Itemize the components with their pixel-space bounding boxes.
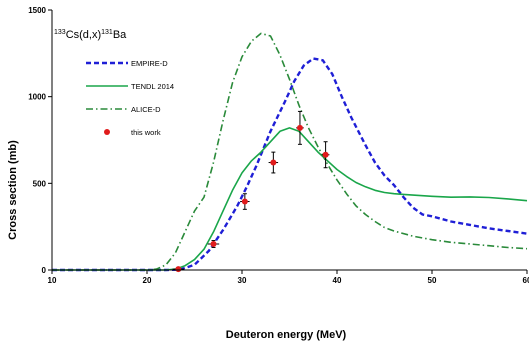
marker (241, 198, 248, 205)
data-point (207, 240, 220, 248)
y-tick-label: 1000 (28, 93, 46, 102)
data-point (296, 110, 304, 145)
plot-area (52, 32, 528, 273)
marker (175, 266, 182, 273)
y-tick-label: 0 (42, 266, 47, 275)
legend-item: this work (104, 128, 161, 137)
x-tick-label: 50 (428, 276, 437, 285)
x-tick-label: 30 (238, 276, 247, 285)
chart-title: 133Cs(d,x)131Ba (54, 29, 127, 41)
y-tick-label: 1500 (28, 6, 46, 15)
x-axis-title: Deuteron energy (MeV) (226, 329, 347, 341)
title-mass-a: 133 (54, 29, 66, 36)
x-tick-label: 10 (48, 276, 57, 285)
axes: 10 20 30 40 50 60 0 500 1000 1500 (28, 6, 529, 285)
title-mass-b: 131 (101, 29, 113, 36)
series-line-tendl-2014 (52, 127, 528, 271)
legend-label: this work (131, 128, 161, 137)
title-element-a: Cs(d,x) (66, 29, 101, 41)
data-point (321, 141, 330, 169)
title-element-b: Ba (113, 29, 127, 41)
y-axis-title: Cross section (mb) (7, 140, 19, 240)
legend: EMPIRE-D TENDL 2014 ALICE-D this work (86, 59, 174, 137)
legend-item: TENDL 2014 (86, 82, 174, 91)
series-line-empire-d (52, 57, 528, 272)
marker (296, 124, 303, 131)
legend-marker (104, 129, 110, 135)
data-point (268, 151, 279, 174)
marker (270, 159, 277, 166)
legend-label: ALICE-D (131, 105, 161, 114)
series-line-alice-d (52, 32, 528, 271)
legend-item: EMPIRE-D (86, 59, 168, 68)
data-point (240, 193, 250, 210)
legend-label: EMPIRE-D (131, 59, 168, 68)
y-tick-label: 500 (33, 179, 47, 188)
legend-label: TENDL 2014 (131, 82, 174, 91)
marker (322, 151, 329, 158)
legend-item: ALICE-D (86, 105, 161, 114)
x-tick-label: 60 (523, 276, 529, 285)
marker (210, 241, 217, 247)
x-tick-label: 20 (143, 276, 152, 285)
data-point (172, 266, 185, 273)
x-tick-label: 40 (333, 276, 342, 285)
